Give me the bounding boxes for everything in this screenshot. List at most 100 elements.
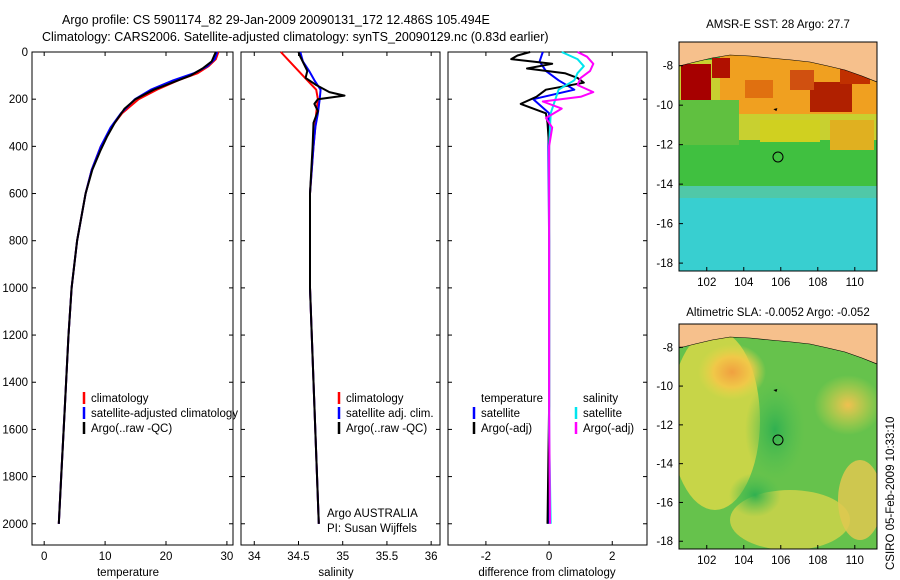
sst-land	[679, 42, 877, 83]
x-tick-label: 0	[546, 551, 552, 563]
legend-label-satellite-adjusted: satellite-adjusted climatology	[91, 408, 238, 420]
map-y-tick-label: -14	[656, 179, 673, 191]
y-tick-label: 1400	[2, 377, 28, 389]
sla-field-yellow-east	[814, 375, 877, 435]
map-y-tick-label: -12	[656, 140, 673, 152]
difference-legend-salinity: salinity satellite Argo(-adj)	[574, 393, 634, 435]
sla-map-field	[679, 324, 877, 549]
float-pi-label: PI: Susan Wijffels	[327, 523, 417, 535]
map-island-marker	[773, 108, 778, 112]
sla-map-panel: Altimetric SLA: -0.0052 Argo: -0.052 102…	[656, 307, 878, 567]
map-x-tick-label: 104	[734, 277, 754, 289]
map-x-tick-label: 106	[771, 277, 790, 289]
map-y-tick-label: -14	[656, 459, 673, 471]
x-tick-label: 2	[609, 551, 615, 563]
map-y-tick-label: -18	[656, 258, 673, 270]
series-line-salinity-satellite	[548, 51, 585, 524]
map-y-tick-label: -16	[656, 497, 673, 509]
difference-xlabel: difference from climatology	[478, 567, 615, 579]
salinity-axis-ticks: 34 34.5 35 35.5 36	[241, 51, 440, 563]
legend-title-temperature: temperature	[481, 393, 543, 405]
sst-map-panel: AMSR-E SST: 28 Argo: 27.7	[656, 19, 878, 289]
sla-land	[679, 324, 877, 365]
x-tick-label: 35.5	[376, 551, 398, 563]
legend-label-argo: Argo(..raw -QC)	[91, 423, 172, 435]
map-x-tick-label: 106	[771, 555, 790, 567]
x-tick-label: 0	[41, 551, 47, 563]
y-tick-label: 1800	[2, 472, 28, 484]
map-x-tick-label: 110	[846, 277, 864, 289]
x-tick-label: 34	[248, 551, 261, 563]
series-line-satellite-adjusted-climatology	[57, 51, 219, 524]
map-x-tick-label: 102	[697, 555, 716, 567]
sst-float-position-marker	[772, 151, 784, 163]
figure-title-line2: Climatology: CARS2006. Satellite-adjuste…	[42, 30, 549, 44]
sst-field-green-west	[679, 100, 739, 145]
map-y-tick-label: -16	[656, 219, 673, 231]
credit-timestamp-label: CSIRO 05-Feb-2009 10:33:10	[885, 417, 897, 570]
sla-map-title: Altimetric SLA: -0.0052 Argo: -0.052	[686, 307, 869, 319]
legend-label-climatology: climatology	[346, 393, 404, 405]
map-x-tick-label: 110	[846, 555, 864, 567]
y-tick-label: 200	[9, 94, 28, 106]
sst-map-axis-ticks: 102 104 106 108 110 -8 -10 -12 -14 -16 -18	[656, 61, 864, 289]
map-y-tick-label: -8	[663, 342, 673, 354]
y-tick-label: 1600	[2, 424, 28, 436]
salinity-plot-frame	[240, 51, 441, 546]
legend-label-satellite-adj: satellite adj. clim.	[346, 408, 434, 420]
sst-map-field	[679, 42, 877, 271]
legend-label-argo: Argo(..raw -QC)	[346, 423, 427, 435]
sst-field-warm-block5	[745, 80, 773, 98]
y-tick-label: 400	[9, 141, 28, 153]
sst-field-warm-block2	[712, 58, 730, 78]
salinity-legend: climatology satellite adj. clim. Argo(..…	[337, 392, 434, 435]
sst-field-cool	[679, 196, 877, 271]
legend-title-salinity: salinity	[583, 393, 618, 405]
x-tick-label: 36	[425, 551, 438, 563]
sst-field-cool-edge	[679, 186, 877, 198]
series-line-argo-raw-qc	[57, 51, 217, 524]
series-line-temperature-satellite	[532, 51, 576, 524]
map-x-tick-label: 104	[734, 555, 754, 567]
legend-label-temp-satellite: satellite	[481, 408, 520, 420]
sst-map-frame	[678, 41, 878, 272]
y-tick-label: 800	[9, 236, 28, 248]
sla-field-green-south	[729, 473, 781, 517]
x-tick-label: 20	[160, 551, 173, 563]
sla-field-orange-northwest	[698, 344, 766, 400]
map-x-tick-label: 102	[697, 277, 716, 289]
map-x-tick-label: 108	[808, 555, 827, 567]
map-island-marker	[773, 388, 778, 392]
map-y-tick-label: -18	[656, 536, 673, 548]
sst-field-warm-block4	[790, 70, 814, 90]
sst-field-yellow-patch1	[760, 120, 820, 142]
float-program-label: Argo AUSTRALIA	[327, 508, 418, 520]
sla-field-yellow-southeast	[838, 460, 877, 540]
sst-map-title: AMSR-E SST: 28 Argo: 27.7	[706, 19, 850, 31]
y-tick-label: 600	[9, 189, 28, 201]
salinity-series	[280, 51, 346, 524]
map-x-tick-label: 108	[808, 277, 827, 289]
temperature-axis-ticks: 0 10 20 30 0 200 400 600 800 1000 1200 1400 1600 1800…	[2, 47, 233, 563]
difference-series	[510, 51, 595, 524]
x-tick-label: -2	[481, 551, 491, 563]
map-y-tick-label: -8	[663, 61, 673, 73]
figure-title-line1: Argo profile: CS 5901174_82 29-Jan-2009 …	[62, 13, 490, 27]
sst-field-warm-block3	[810, 82, 852, 112]
y-tick-label: 0	[22, 47, 28, 59]
temperature-xlabel: temperature	[97, 567, 159, 579]
y-tick-label: 2000	[2, 519, 28, 531]
sst-field-warm-block1	[681, 64, 711, 100]
temperature-panel: 0 10 20 30 0 200 400 600 800 1000 1200 1400 1600 1800…	[2, 47, 238, 579]
map-y-tick-label: -12	[656, 420, 673, 432]
x-tick-label: 34.5	[287, 551, 309, 563]
series-line-argo-raw-qc	[297, 51, 346, 524]
y-tick-label: 1200	[2, 330, 28, 342]
sla-float-position-marker	[772, 434, 784, 446]
legend-label-sal-satellite: satellite	[583, 408, 622, 420]
temperature-legend: climatology satellite-adjusted climatolo…	[82, 392, 238, 435]
difference-axis-ticks: -2 0 2	[448, 51, 647, 563]
series-line-climatology	[57, 51, 220, 524]
legend-label-temp-argo: Argo(-adj)	[481, 423, 532, 435]
